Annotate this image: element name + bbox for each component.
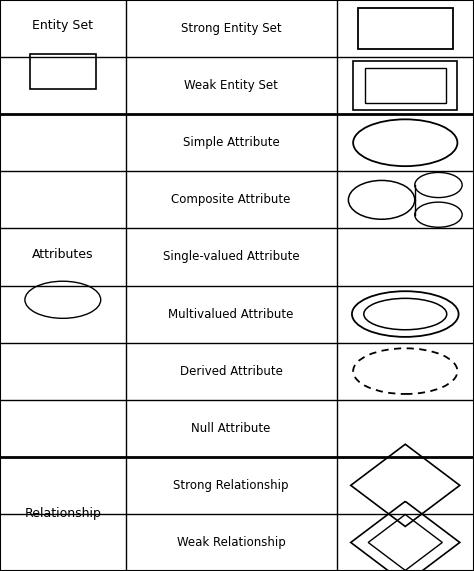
Text: Strong Entity Set: Strong Entity Set	[181, 22, 282, 35]
Text: Relationship: Relationship	[24, 508, 101, 520]
Bar	[358, 8, 453, 49]
Text: Composite Attribute: Composite Attribute	[172, 194, 291, 206]
Text: Entity Set: Entity Set	[32, 19, 93, 32]
Text: Simple Attribute: Simple Attribute	[182, 136, 280, 149]
Text: Derived Attribute: Derived Attribute	[180, 365, 283, 377]
Text: Weak Entity Set: Weak Entity Set	[184, 79, 278, 92]
Text: Single-valued Attribute: Single-valued Attribute	[163, 251, 300, 263]
Text: Weak Relationship: Weak Relationship	[177, 536, 285, 549]
Bar	[365, 68, 446, 103]
Text: Strong Relationship: Strong Relationship	[173, 479, 289, 492]
Bar	[30, 54, 96, 89]
Text: Attributes: Attributes	[32, 248, 93, 260]
Text: Null Attribute: Null Attribute	[191, 422, 271, 435]
Text: Multivalued Attribute: Multivalued Attribute	[168, 308, 294, 320]
Bar	[353, 61, 457, 110]
